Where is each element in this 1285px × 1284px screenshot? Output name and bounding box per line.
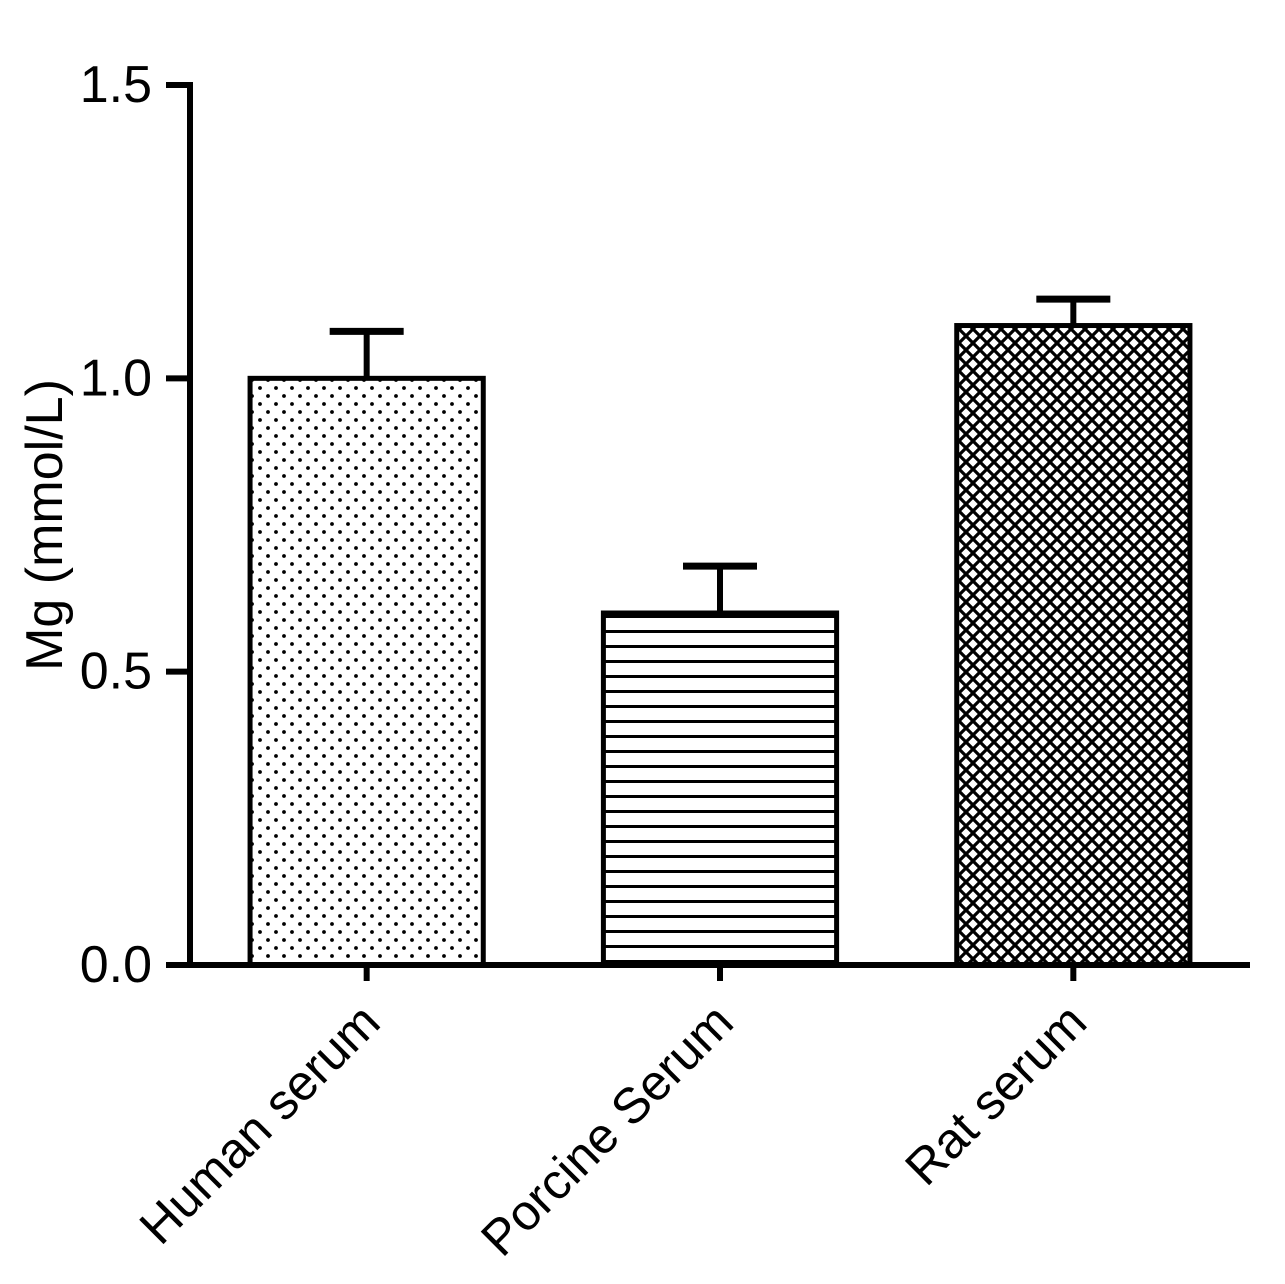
x-tick-label-rat-serum: Rat serum — [894, 993, 1097, 1196]
y-tick-label: 1.0 — [80, 349, 152, 407]
y-tick-label: 0.0 — [80, 936, 152, 994]
bar-human-serum — [247, 375, 486, 968]
x-tick-label-porcine-serum: Porcine Serum — [470, 993, 743, 1266]
y-axis-title: Mg (mmol/L) — [16, 379, 74, 671]
y-tick-label: 1.5 — [80, 56, 152, 114]
bars-layer — [247, 323, 1193, 968]
y-tick-label: 0.5 — [80, 643, 152, 701]
error-bars-layer — [329, 295, 1111, 613]
bar-porcine-serum — [600, 610, 840, 968]
x-tick-label-human-serum: Human serum — [129, 993, 391, 1255]
bar-rat-serum — [954, 323, 1193, 968]
